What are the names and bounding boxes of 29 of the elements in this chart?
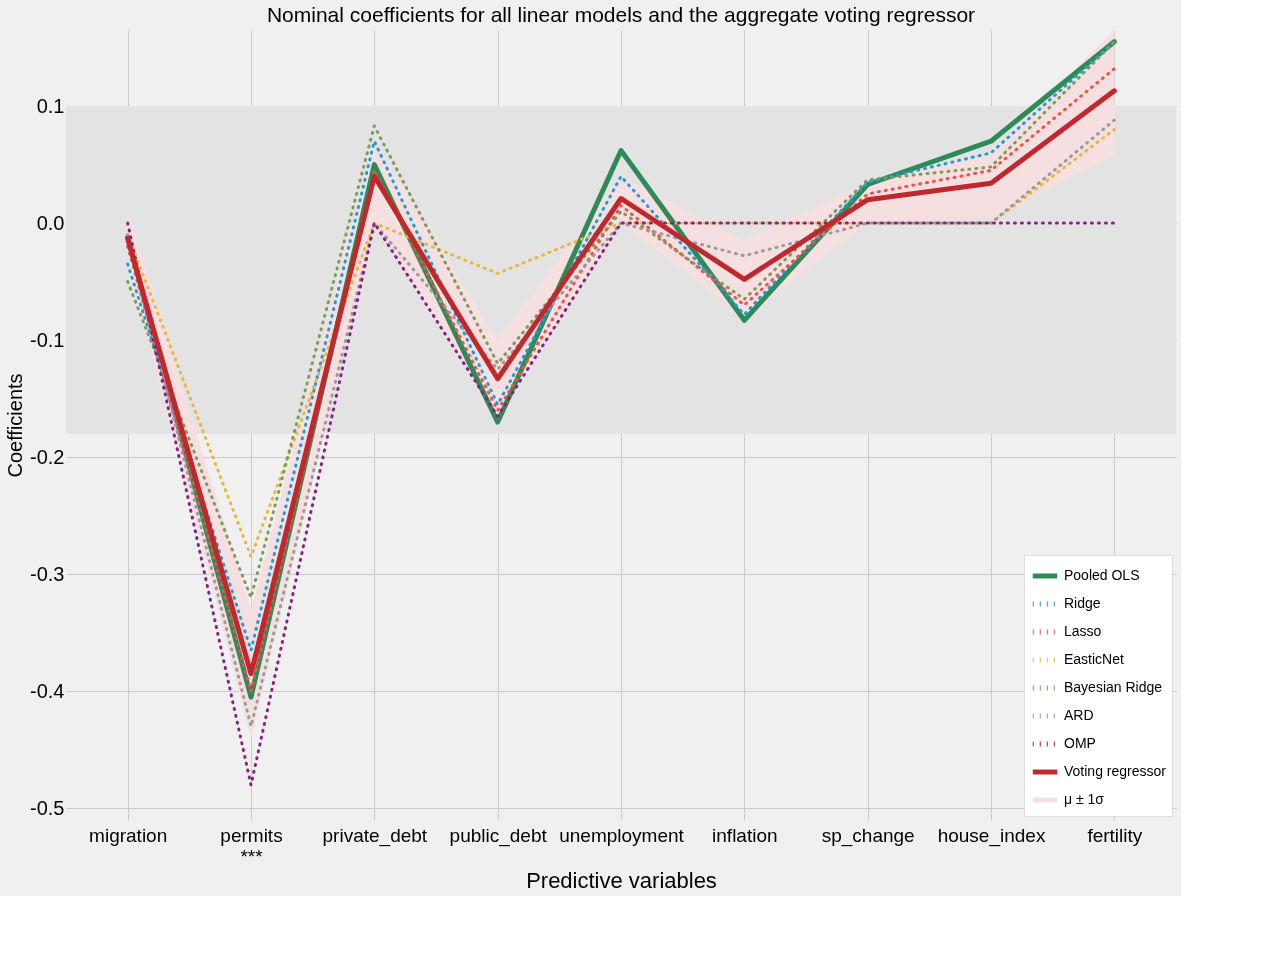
line-series bbox=[126, 127, 1116, 559]
y-tick-label: -0.2 bbox=[30, 445, 65, 468]
legend-label: Lasso bbox=[1064, 623, 1102, 639]
chart-title: Nominal coefficients for all linear models and the aggregate voting regressor bbox=[266, 3, 976, 26]
x-tick-label: fertility bbox=[1087, 824, 1143, 846]
y-tick-label: -0.4 bbox=[30, 679, 65, 702]
legend-label: EasticNet bbox=[1064, 651, 1125, 667]
x-tick-label: migration bbox=[89, 824, 168, 846]
x-axis-title: Predictive variables bbox=[526, 867, 717, 893]
y-axis-title: Coefficients bbox=[4, 373, 27, 478]
legend-label: Ridge bbox=[1064, 595, 1101, 611]
legend-label: ARD bbox=[1064, 707, 1094, 723]
y-tick-label: 0.0 bbox=[36, 211, 65, 234]
legend-label: OMP bbox=[1064, 735, 1096, 751]
annotation: μ ± 1σ bbox=[1064, 791, 1105, 807]
x-tick-label: private_debt bbox=[322, 824, 428, 847]
y-tick-label: 0.1 bbox=[36, 94, 65, 117]
legend-label: Voting regressor bbox=[1064, 763, 1167, 779]
x-tick-label: unemployment bbox=[559, 824, 685, 846]
legend-label: Bayesian Ridge bbox=[1064, 679, 1163, 695]
y-tick-label: -0.5 bbox=[30, 796, 65, 819]
x-tick-label: inflation bbox=[712, 824, 778, 846]
x-tick-label: house_index bbox=[937, 824, 1046, 847]
x-tick-label: public_debt bbox=[449, 824, 548, 847]
y-tick-label: -0.1 bbox=[30, 328, 65, 351]
y-tick-label: -0.3 bbox=[30, 562, 65, 585]
legend-label: Pooled OLS bbox=[1064, 567, 1140, 583]
x-tick-label: sp_change bbox=[821, 824, 915, 847]
x-tick-label: permits *** bbox=[220, 824, 283, 867]
